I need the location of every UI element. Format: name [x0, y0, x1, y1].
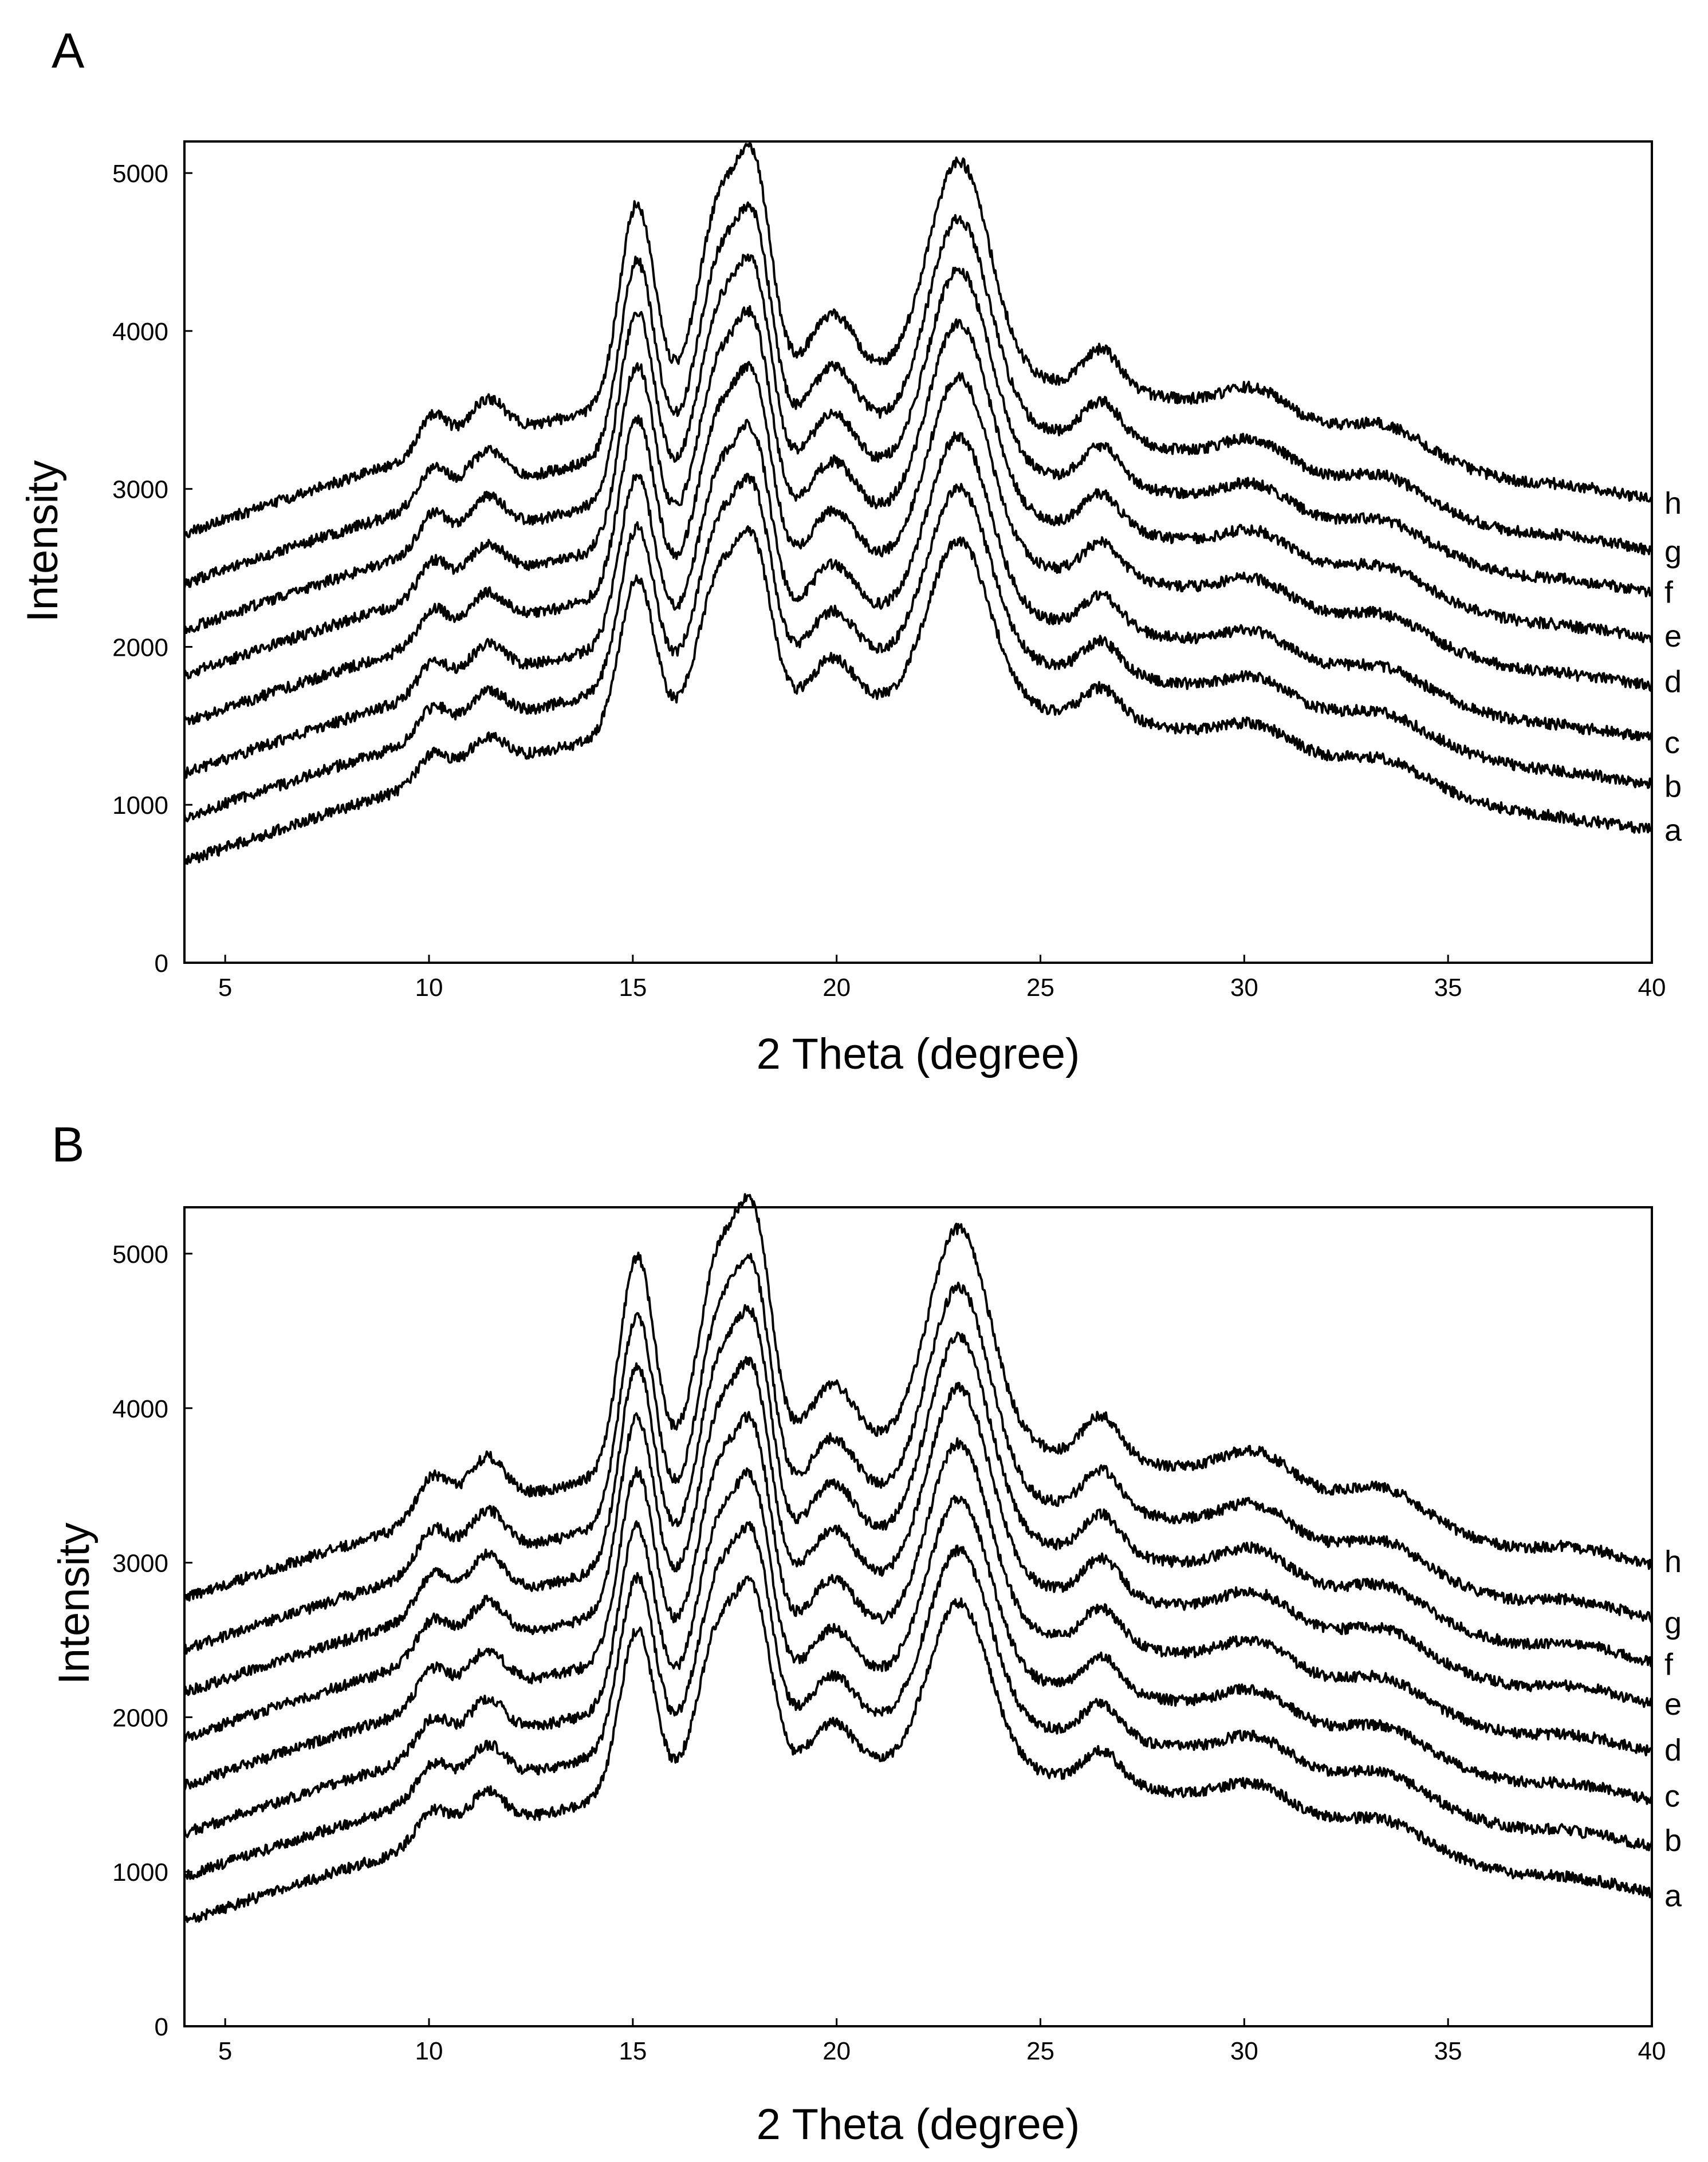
- panel-b-trace-h: [183, 1193, 1653, 1602]
- panel-b-x-tick-label: 15: [619, 2037, 647, 2065]
- panel-a-series-label-h: h: [1664, 486, 1682, 521]
- panel-b-series-label-d: d: [1664, 1733, 1682, 1767]
- panel-a-y-tick-label: 4000: [112, 318, 168, 346]
- panel-b-plot-frame: [183, 1206, 1653, 2027]
- panel-a-x-tick-label: 5: [218, 974, 232, 1002]
- panel-a-trace-h: [183, 141, 1653, 538]
- panel-a-trace-e: [183, 305, 1653, 680]
- panel-b-series-label-h: h: [1664, 1545, 1682, 1579]
- panel-b-series-label-c: c: [1664, 1779, 1680, 1814]
- panel-b-x-tick-label: 10: [415, 2037, 443, 2065]
- panel-b-traces: [183, 1193, 1653, 1923]
- panel-a-trace-f: [183, 253, 1653, 635]
- panel-a-series-label-e: e: [1664, 619, 1682, 653]
- panel-b: B 5 10 15 20 25 30 35 40 0 1000 2000 3000 4000 5000 a…: [50, 1117, 1682, 2149]
- panel-b-series-label-b: b: [1664, 1824, 1682, 1858]
- panel-a-ticks: 5 10 15 20 25 30 35 40 0 1000 2000 3000 4000 5000: [112, 160, 1666, 1002]
- panel-b-x-tick-label: 35: [1434, 2037, 1462, 2065]
- panel-a-y-tick-label: 2000: [112, 633, 168, 661]
- panel-a-series-label-g: g: [1664, 535, 1682, 569]
- panel-b-letter: B: [52, 1117, 84, 1172]
- panel-b-y-axis-title: Intensity: [50, 1522, 99, 1684]
- panel-b-trace-e: [183, 1356, 1653, 1743]
- panel-b-series-label-g: g: [1664, 1606, 1682, 1640]
- panel-b-trace-c: [183, 1467, 1653, 1838]
- panel-a-series-label-a: a: [1664, 813, 1682, 848]
- panel-b-trace-f: [183, 1304, 1653, 1697]
- panel-a-x-tick-label: 30: [1230, 974, 1258, 1002]
- panel-b-series-label-a: a: [1664, 1879, 1682, 1913]
- panel-a-series-label-d: d: [1664, 664, 1682, 699]
- panel-a-x-axis-title: 2 Theta (degree): [757, 1030, 1080, 1078]
- panel-a-x-tick-label: 25: [1026, 974, 1054, 1002]
- panel-a-x-tick-label: 40: [1638, 974, 1666, 1002]
- panel-b-x-axis-title: 2 Theta (degree): [757, 2100, 1080, 2149]
- panel-b-x-tick-label: 5: [218, 2037, 232, 2065]
- panel-a-y-axis-title: Intensity: [18, 460, 67, 622]
- panel-a-plot-frame: [183, 140, 1653, 964]
- panel-a: A 5 10 15 20 25 30 35 40 0 1000 2000 3000 4000 5000 a…: [18, 23, 1682, 1078]
- panel-b-x-tick-label: 20: [822, 2037, 851, 2065]
- panel-a-y-tick-label: 1000: [112, 791, 168, 820]
- panel-b-y-tick-label: 1000: [112, 1858, 168, 1887]
- panel-a-trace-b: [183, 472, 1653, 822]
- panel-b-y-tick-label: 3000: [112, 1550, 168, 1578]
- panel-a-x-tick-label: 35: [1434, 974, 1462, 1002]
- panel-a-series-label-c: c: [1664, 726, 1680, 760]
- panel-a-trace-a: [183, 525, 1653, 865]
- panel-a-trace-g: [183, 201, 1653, 589]
- panel-a-x-tick-label: 15: [619, 974, 647, 1002]
- panel-a-traces: [183, 141, 1653, 865]
- panel-b-y-tick-label: 5000: [112, 1241, 168, 1269]
- panel-a-letter: A: [52, 23, 85, 78]
- panel-b-trace-b: [183, 1521, 1653, 1880]
- panel-b-x-tick-label: 40: [1638, 2037, 1666, 2065]
- panel-a-y-tick-label: 3000: [112, 476, 168, 504]
- panel-b-y-tick-label: 4000: [112, 1395, 168, 1423]
- panel-a-y-tick-label: 5000: [112, 160, 168, 188]
- panel-a-x-tick-label: 10: [415, 974, 443, 1002]
- panel-b-y-tick-label: 2000: [112, 1704, 168, 1732]
- panel-a-trace-d: [184, 361, 1653, 726]
- panel-a-series-label-f: f: [1664, 576, 1674, 610]
- panel-b-y-tick-label: 0: [155, 2013, 168, 2041]
- panel-b-x-tick-label: 25: [1026, 2037, 1054, 2065]
- panel-b-trace-a: [183, 1575, 1653, 1923]
- panel-b-series-label-f: f: [1664, 1647, 1674, 1681]
- panel-a-trace-c: [183, 419, 1653, 779]
- panel-a-x-tick-label: 20: [822, 974, 851, 1002]
- panel-a-series-label-b: b: [1664, 770, 1682, 804]
- panel-b-trace-d: [183, 1411, 1653, 1791]
- panel-b-series-label-e: e: [1664, 1687, 1682, 1722]
- panel-a-y-tick-label: 0: [155, 950, 168, 978]
- panel-b-ticks: 5 10 15 20 25 30 35 40 0 1000 2000 3000 4000 5000: [112, 1241, 1666, 2065]
- panel-b-trace-g: [183, 1253, 1653, 1655]
- panel-b-x-tick-label: 30: [1230, 2037, 1258, 2065]
